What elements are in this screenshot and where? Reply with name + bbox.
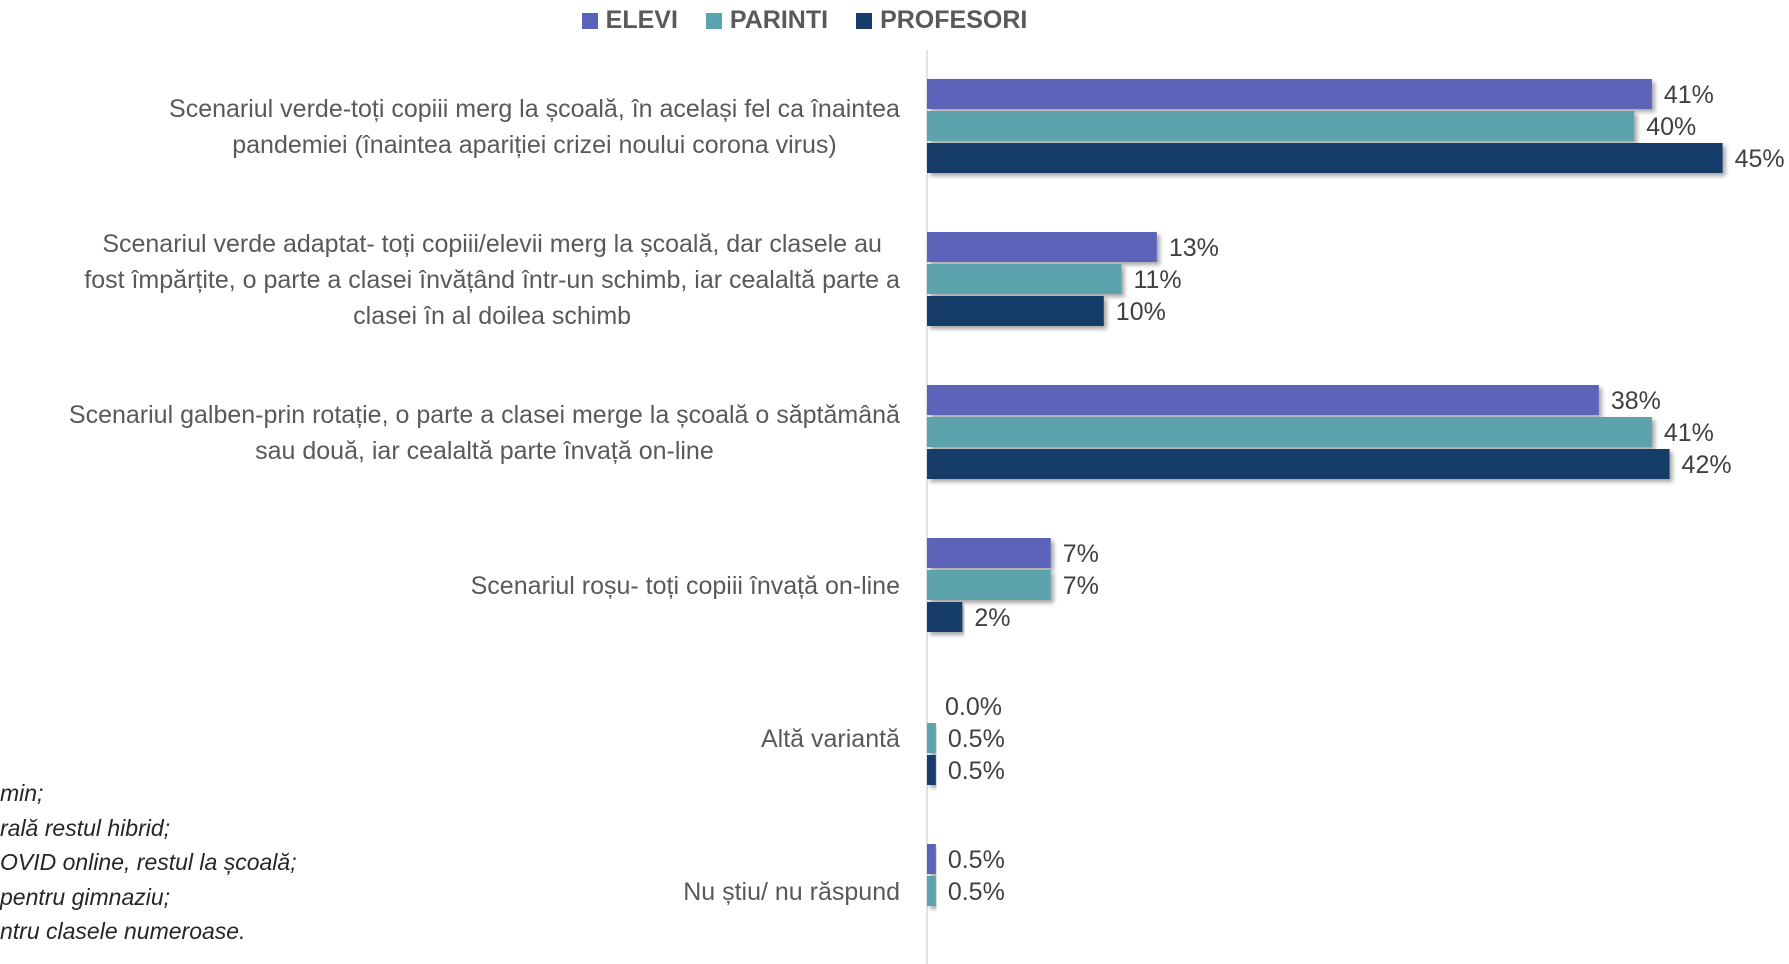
legend-swatch-profesori	[856, 12, 873, 29]
bar-parinti	[927, 264, 1122, 294]
bar-profesori	[927, 143, 1723, 173]
bar-parinti	[927, 876, 936, 906]
data-label-profesori: 10%	[1116, 298, 1166, 326]
legend-swatch-elevi	[581, 12, 598, 29]
note-line: rală restul hibrid;	[0, 814, 171, 841]
data-label-parinti: 40%	[1646, 113, 1696, 141]
chart-legend: ELEVI PARINTI PROFESORI	[0, 6, 1789, 35]
bar-elevi	[927, 844, 936, 874]
data-label-elevi: 41%	[1664, 81, 1714, 109]
legend-swatch-parinti	[705, 12, 722, 29]
data-label-parinti: 7%	[1063, 572, 1099, 600]
bar-elevi	[927, 79, 1652, 109]
bar-elevi	[927, 232, 1157, 262]
bar-elevi	[927, 385, 1599, 415]
category-label: Nu știu/ nu răspund	[683, 878, 900, 906]
bar-parinti	[927, 723, 936, 753]
legend-label-parinti: PARINTI	[729, 6, 829, 34]
legend-label-profesori: PROFESORI	[880, 6, 1028, 34]
bar-profesori	[927, 602, 963, 632]
side-notes: min; rală restul hibrid; OVID online, re…	[0, 776, 297, 949]
bar-parinti	[927, 570, 1051, 600]
legend-item-parinti: PARINTI	[705, 6, 829, 35]
note-line: pentru gimnaziu;	[0, 883, 171, 910]
data-label-profesori: 0.5%	[948, 757, 1005, 785]
bar-parinti	[927, 417, 1652, 447]
category-label: Scenariul verde-toți copiii merg la școa…	[169, 95, 900, 159]
data-label-parinti: 11%	[1133, 266, 1181, 294]
category-label: Altă variantă	[761, 725, 900, 753]
note-line: ntru clasele numeroase.	[0, 918, 246, 944]
data-label-profesori: 2%	[974, 604, 1010, 632]
legend-item-profesori: PROFESORI	[856, 6, 1027, 35]
data-label-profesori: 42%	[1682, 451, 1732, 479]
data-label-elevi: 0.0%	[945, 693, 1002, 721]
data-label-elevi: 7%	[1063, 540, 1099, 568]
bar-parinti	[927, 111, 1635, 141]
data-label-parinti: 0.5%	[948, 878, 1005, 906]
category-label: Scenariul verde adaptat- toți copiii/ele…	[84, 230, 900, 330]
legend-label-elevi: ELEVI	[605, 6, 678, 34]
data-label-elevi: 0.5%	[948, 846, 1005, 874]
bar-profesori	[927, 449, 1670, 479]
legend-item-elevi: ELEVI	[581, 6, 678, 35]
note-line: OVID online, restul la școală;	[0, 849, 297, 875]
bar-profesori	[927, 755, 936, 785]
bar-elevi	[927, 538, 1051, 568]
note-line: min;	[0, 780, 44, 806]
bar-profesori	[927, 296, 1104, 326]
data-label-elevi: 13%	[1169, 234, 1219, 262]
category-label: Scenariul roșu- toți copiii învață on-li…	[471, 572, 900, 600]
data-label-parinti: 41%	[1664, 419, 1714, 447]
data-label-parinti: 0.5%	[948, 725, 1005, 753]
data-label-elevi: 38%	[1611, 387, 1661, 415]
category-label: Scenariul galben-prin rotație, o parte a…	[69, 401, 900, 465]
data-label-profesori: 45%	[1735, 145, 1785, 173]
